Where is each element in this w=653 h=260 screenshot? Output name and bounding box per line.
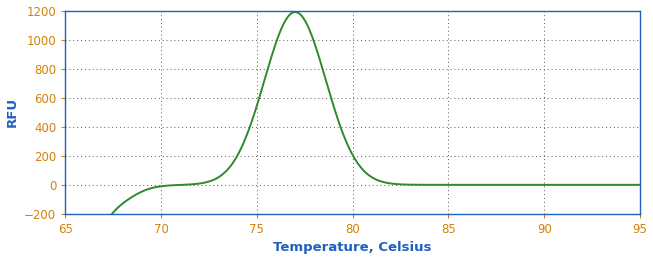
X-axis label: Temperature, Celsius: Temperature, Celsius [274,242,432,255]
Y-axis label: RFU: RFU [6,97,18,127]
